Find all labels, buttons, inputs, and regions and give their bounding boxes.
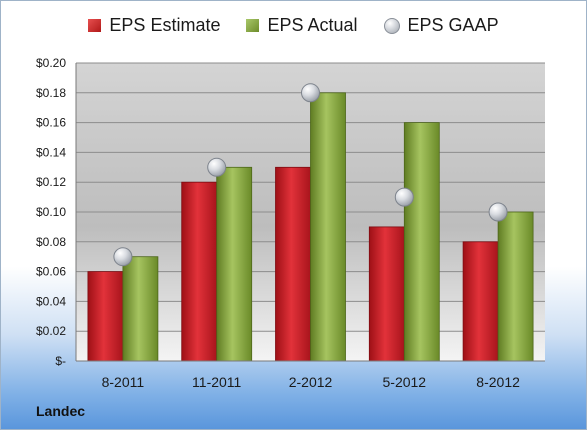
bar-eps-estimate (368, 226, 405, 362)
y-tick-label: $0.16 (36, 116, 66, 130)
legend-item-estimate: EPS Estimate (88, 15, 220, 36)
y-tick-label: $0.12 (36, 175, 66, 189)
x-category-label: 2-2012 (289, 374, 333, 390)
x-category-label: 8-2012 (476, 374, 520, 390)
x-category-label: 11-2011 (192, 374, 242, 390)
bar-eps-estimate (181, 181, 218, 362)
bar-eps-actual (216, 166, 253, 362)
marker-eps-gaap (488, 202, 508, 222)
marker-eps-gaap (207, 157, 227, 177)
y-tick-label: $- (55, 354, 66, 368)
y-tick-label: $0.06 (36, 265, 66, 279)
legend-swatch-actual (246, 19, 260, 32)
y-tick-label: $0.14 (36, 145, 66, 159)
legend: EPS Estimate EPS Actual EPS GAAP (1, 15, 586, 36)
y-tick-label: $0.02 (36, 324, 66, 338)
y-tick-label: $0.08 (36, 235, 66, 249)
y-tick-label: $0.18 (36, 86, 66, 100)
legend-item-gaap: EPS GAAP (383, 15, 499, 36)
bar-eps-actual (497, 211, 534, 362)
legend-label-gaap: EPS GAAP (407, 15, 499, 35)
x-category-label: 8-2011 (102, 374, 145, 390)
legend-label-estimate: EPS Estimate (109, 15, 221, 35)
y-tick-label: $0.04 (36, 294, 66, 308)
marker-eps-gaap (113, 247, 133, 267)
bar-eps-estimate (275, 166, 311, 362)
bar-eps-estimate (87, 271, 124, 362)
legend-swatch-gaap (383, 17, 400, 34)
legend-label-actual: EPS Actual (267, 15, 358, 35)
legend-item-actual: EPS Actual (246, 15, 358, 36)
marker-eps-gaap (301, 83, 320, 103)
legend-swatch-estimate (88, 19, 102, 32)
bar-eps-actual (403, 122, 440, 362)
company-label: Landec (36, 403, 86, 419)
bar-eps-actual (310, 92, 346, 362)
bar-eps-estimate (462, 241, 499, 362)
y-tick-label: $0.20 (36, 56, 66, 70)
marker-eps-gaap (394, 187, 414, 207)
x-category-label: 5-2012 (383, 374, 427, 390)
y-tick-label: $0.10 (36, 205, 66, 219)
bar-eps-actual (122, 256, 159, 362)
